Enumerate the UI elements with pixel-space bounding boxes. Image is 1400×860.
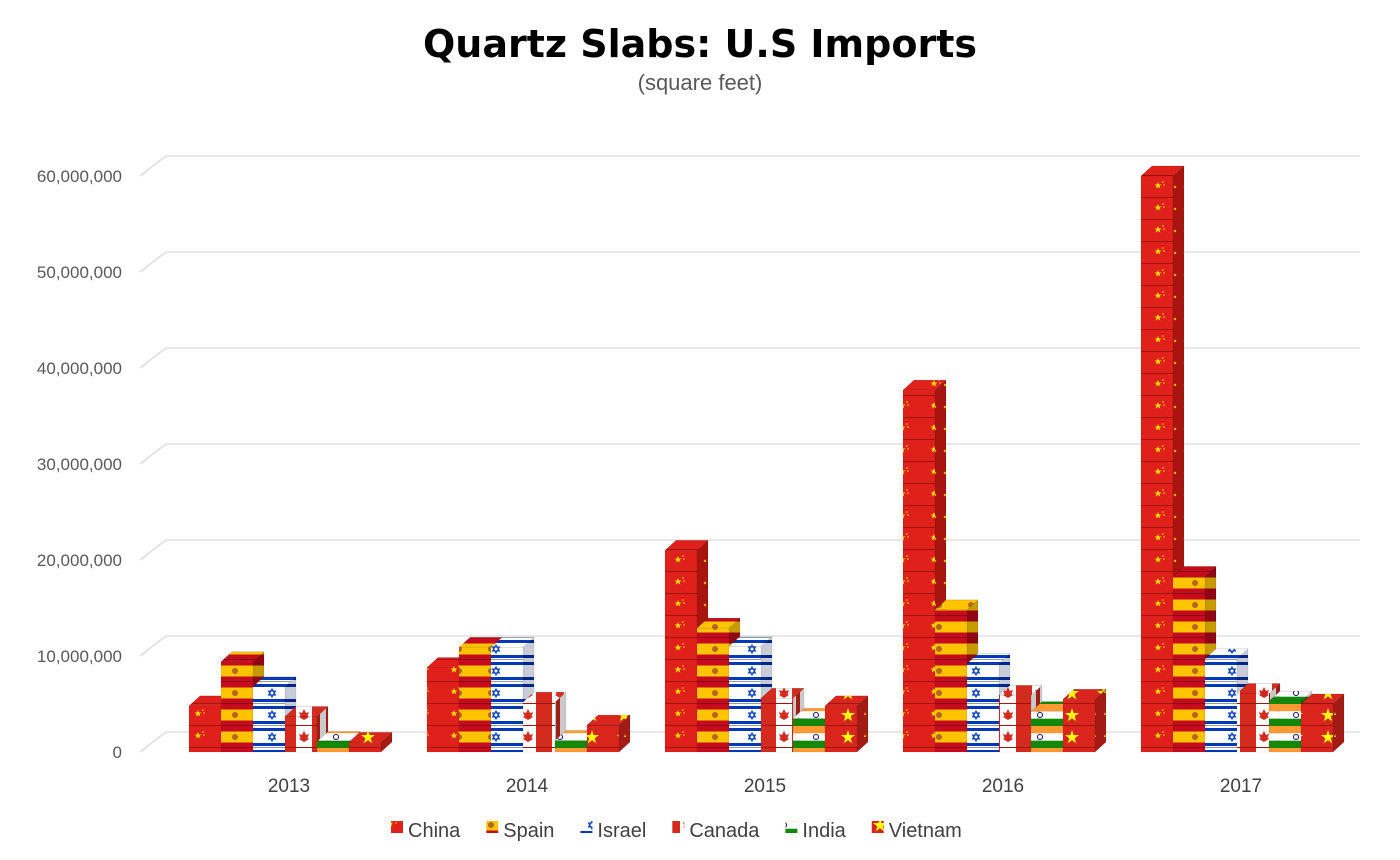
y-tick-label: 0 <box>113 743 122 762</box>
bar-israel-2017 <box>1204 648 1249 753</box>
gridline-depth <box>139 635 167 657</box>
chart-title: Quartz Slabs: U.S Imports <box>423 22 977 66</box>
bar-spain-2017 <box>1172 565 1217 753</box>
bar-front <box>792 718 826 753</box>
gridline-depth <box>139 731 167 753</box>
y-tick-label: 20,000,000 <box>37 551 122 570</box>
bar-front <box>220 661 254 753</box>
bar-vietnam-2017 <box>1300 693 1345 753</box>
legend-item-vietnam: Vietnam <box>871 820 962 842</box>
gridline-depth <box>139 155 167 177</box>
bar-canada-2013 <box>284 705 329 753</box>
bar-spain-2016 <box>934 599 979 753</box>
bar-front <box>1236 693 1270 753</box>
legend-item-israel: Israel <box>580 820 646 842</box>
bar-vietnam-2015 <box>824 695 869 753</box>
legend-swatch <box>785 821 798 833</box>
gridline-depth <box>139 251 167 273</box>
bar-front <box>586 724 620 753</box>
bar-front <box>824 705 858 753</box>
legend-swatch <box>580 821 593 833</box>
legend-label: Canada <box>689 820 760 842</box>
x-tick-label: 2015 <box>744 776 786 797</box>
y-tick-label: 30,000,000 <box>37 455 122 474</box>
bar-front <box>348 742 382 753</box>
y-tick-label: 60,000,000 <box>37 167 122 186</box>
gridline-depth <box>139 347 167 369</box>
legend-label: India <box>802 820 846 842</box>
bar-vietnam-2013 <box>348 731 393 753</box>
bar-israel-2015 <box>728 635 773 753</box>
bar-front <box>554 740 588 753</box>
bar-front <box>934 609 968 753</box>
legend-swatch <box>871 821 884 833</box>
legend-item-canada: Canada <box>672 820 760 842</box>
x-tick-label: 2014 <box>506 776 549 797</box>
bar-front <box>490 647 524 753</box>
legend-label: Spain <box>503 820 554 842</box>
legend-swatch <box>672 821 685 833</box>
bar-front <box>1172 576 1206 753</box>
x-tick-label: 2016 <box>982 776 1024 797</box>
x-tick-label: 2013 <box>268 776 310 797</box>
bar-front <box>998 695 1032 753</box>
bar-front <box>188 705 222 753</box>
bar-front <box>1030 711 1064 753</box>
bar-front <box>1268 700 1302 753</box>
bar-china-2016 <box>902 379 947 753</box>
x-tick-label: 2017 <box>1220 776 1262 797</box>
legend-label: Vietnam <box>889 820 962 842</box>
legend-item-china: China <box>391 820 461 842</box>
bar-vietnam-2016 <box>1062 688 1107 753</box>
bar-front <box>760 697 794 753</box>
bar-side <box>1094 688 1107 753</box>
bar-front <box>966 663 1000 753</box>
bar-front <box>522 701 556 753</box>
bar-front <box>728 646 762 753</box>
legend-swatch <box>486 821 499 833</box>
bar-front <box>426 667 460 753</box>
legend-label: China <box>408 820 461 842</box>
bar-front <box>1140 175 1174 753</box>
chart-subtitle: (square feet) <box>637 70 763 95</box>
legend-item-india: India <box>785 820 847 842</box>
gridline-depth <box>139 443 167 465</box>
y-tick-label: 40,000,000 <box>37 359 122 378</box>
bar-front <box>252 686 286 753</box>
legend-label: Israel <box>597 820 646 842</box>
bar-front <box>316 741 350 753</box>
bar-front <box>1204 658 1238 753</box>
legend-item-spain: Spain <box>486 820 554 842</box>
bar-front <box>284 716 318 753</box>
gridline-depth <box>139 539 167 561</box>
y-tick-label: 10,000,000 <box>37 647 122 666</box>
bar-front <box>458 647 492 753</box>
bar-front <box>902 389 936 753</box>
y-tick-label: 50,000,000 <box>37 263 122 282</box>
bar-front <box>696 627 730 753</box>
bar-vietnam-2014 <box>586 714 631 753</box>
bar-front <box>1062 698 1096 753</box>
bar-front <box>664 550 698 753</box>
legend-swatch <box>391 821 403 833</box>
bar-front <box>1300 703 1334 753</box>
